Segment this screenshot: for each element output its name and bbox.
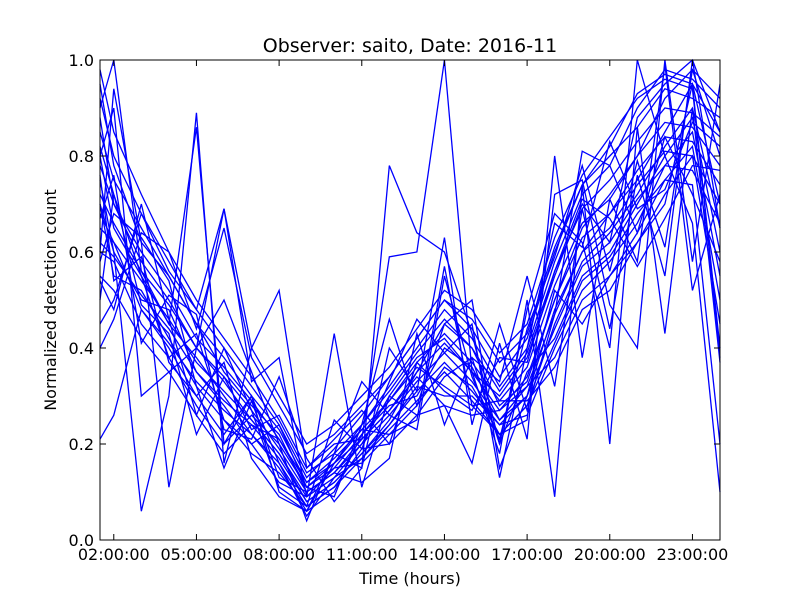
x-tick-label: 20:00:00: [574, 545, 646, 564]
series-line-9: [99, 68, 721, 474]
y-tick-label: 1.0: [69, 51, 94, 70]
x-tick-label: 23:00:00: [657, 545, 729, 564]
series-line-12: [99, 121, 721, 489]
y-tick-label: 0.0: [69, 531, 94, 550]
series-line-24: [99, 59, 721, 493]
axis-ticks: 02:00:00 05:00:00 08:00:00 11:00:00 14:00:00…: [69, 51, 729, 564]
series-line-25: [99, 164, 721, 470]
series-line-23: [99, 82, 721, 498]
y-tick-label: 0.6: [69, 243, 94, 262]
series-line-15: [99, 164, 721, 503]
series-line-21: [99, 59, 721, 513]
y-tick-label: 0.2: [69, 435, 94, 454]
series-line-28: [99, 121, 721, 508]
series-line-5: [99, 116, 721, 508]
y-tick-label: 0.8: [69, 147, 94, 166]
series-line-26: [99, 68, 721, 513]
x-tick-label: 14:00:00: [409, 545, 481, 564]
y-tick-label: 0.4: [69, 339, 94, 358]
x-tick-label: 08:00:00: [243, 545, 315, 564]
y-axis-label: Normalized detection count: [41, 189, 60, 411]
series-line-16: [99, 179, 721, 508]
series-line-13: [99, 136, 721, 493]
series-line-18: [99, 73, 721, 455]
x-tick-label: 17:00:00: [491, 545, 563, 564]
plot-area: [100, 60, 720, 540]
series-line-17: [99, 78, 721, 445]
x-tick-label: 05:00:00: [161, 545, 233, 564]
plot-frame: [99, 59, 721, 541]
series-line-8: [99, 154, 721, 484]
x-tick-label: 02:00:00: [78, 545, 150, 564]
x-axis-label: Time (hours): [358, 569, 461, 588]
chart-title: Observer: saito, Date: 2016-11: [263, 35, 557, 57]
series-line-27: [99, 134, 721, 503]
x-tick-label: 11:00:00: [326, 545, 398, 564]
series-lines: [99, 58, 721, 523]
